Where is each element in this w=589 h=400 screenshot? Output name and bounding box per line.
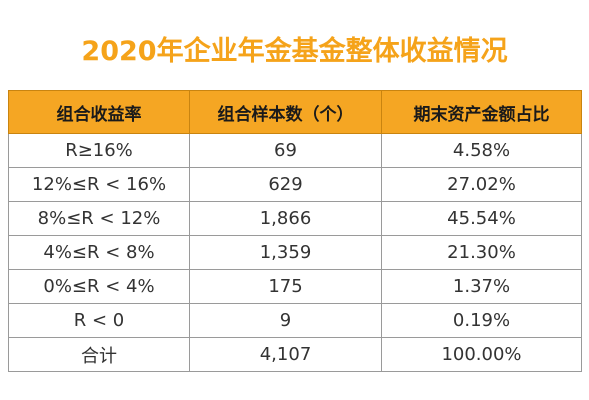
cell-asset-share: 0.19% bbox=[381, 303, 582, 338]
table-row: 0%≤R < 4% 175 1.37% bbox=[8, 269, 582, 304]
cell-sample-count: 629 bbox=[189, 167, 382, 202]
cell-return-rate: R≥16% bbox=[8, 133, 190, 168]
table-row: R < 0 9 0.19% bbox=[8, 303, 582, 338]
table-row: R≥16% 69 4.58% bbox=[8, 133, 582, 168]
cell-return-rate: R < 0 bbox=[8, 303, 190, 338]
table-total-row: 合计 4,107 100.00% bbox=[8, 337, 582, 372]
cell-sample-count: 9 bbox=[189, 303, 382, 338]
cell-total-count: 4,107 bbox=[189, 337, 382, 372]
table-row: 4%≤R < 8% 1,359 21.30% bbox=[8, 235, 582, 270]
header-sample-count: 组合样本数（个） bbox=[189, 90, 382, 134]
cell-sample-count: 1,866 bbox=[189, 201, 382, 236]
cell-sample-count: 69 bbox=[189, 133, 382, 168]
cell-sample-count: 175 bbox=[189, 269, 382, 304]
cell-asset-share: 27.02% bbox=[381, 167, 582, 202]
cell-total-share: 100.00% bbox=[381, 337, 582, 372]
header-asset-share: 期末资产金额占比 bbox=[381, 90, 582, 134]
cell-asset-share: 21.30% bbox=[381, 235, 582, 270]
cell-return-rate: 12%≤R < 16% bbox=[8, 167, 190, 202]
returns-table: 组合收益率 组合样本数（个） 期末资产金额占比 R≥16% 69 4.58% 1… bbox=[8, 90, 582, 372]
page-title: 2020年企业年金基金整体收益情况 bbox=[81, 36, 508, 67]
table-row: 12%≤R < 16% 629 27.02% bbox=[8, 167, 582, 202]
cell-sample-count: 1,359 bbox=[189, 235, 382, 270]
cell-total-label: 合计 bbox=[8, 337, 190, 372]
table-row: 8%≤R < 12% 1,866 45.54% bbox=[8, 201, 582, 236]
header-return-rate: 组合收益率 bbox=[8, 90, 190, 134]
cell-return-rate: 0%≤R < 4% bbox=[8, 269, 190, 304]
cell-asset-share: 1.37% bbox=[381, 269, 582, 304]
table-header-row: 组合收益率 组合样本数（个） 期末资产金额占比 bbox=[8, 90, 582, 134]
cell-return-rate: 8%≤R < 12% bbox=[8, 201, 190, 236]
cell-asset-share: 45.54% bbox=[381, 201, 582, 236]
cell-asset-share: 4.58% bbox=[381, 133, 582, 168]
cell-return-rate: 4%≤R < 8% bbox=[8, 235, 190, 270]
